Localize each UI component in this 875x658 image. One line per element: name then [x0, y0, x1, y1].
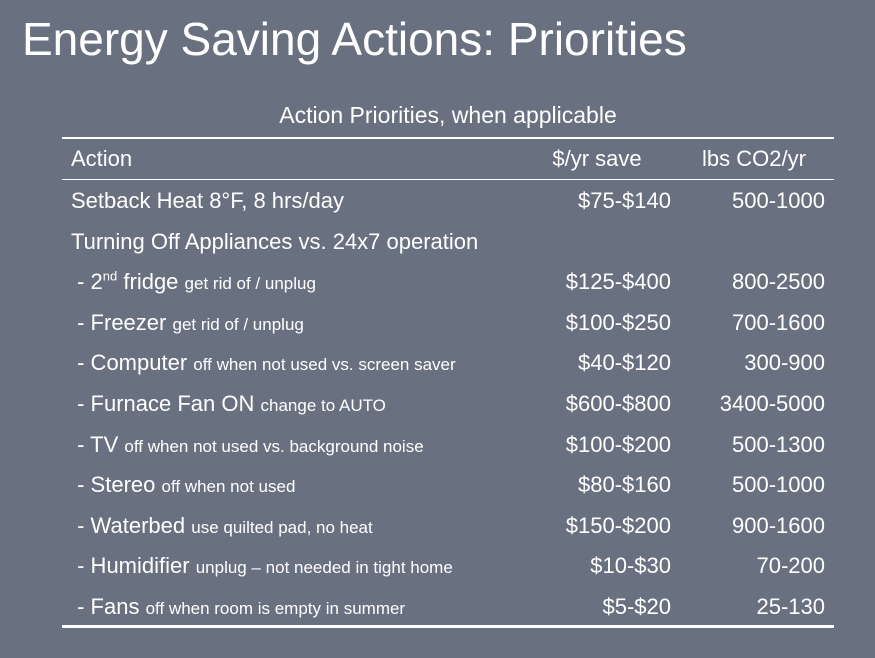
cell-co2: 25-130	[756, 594, 825, 619]
table-row: - Humidifier unplug – not needed in tigh…	[62, 546, 834, 586]
action-note: use quilted pad, no heat	[191, 517, 373, 537]
table-row: - 2nd fridge get rid of / unplug $125-$40…	[62, 262, 834, 302]
action-label-superscript: nd	[102, 269, 118, 284]
cell-save: $10-$30	[590, 553, 671, 579]
action-label: Turning Off Appliances vs. 24x7 operatio…	[71, 228, 479, 254]
cell-action: Setback Heat 8°F, 8 hrs/day	[62, 188, 511, 214]
action-label: Setback Heat 8°F, 8 hrs/day	[71, 188, 344, 213]
cell-action: - 2nd fridge get rid of / unplug	[62, 269, 511, 295]
action-label: - Freezer	[71, 309, 167, 335]
action-label: - Computer	[71, 350, 188, 376]
slide-title: Energy Saving Actions: Priorities	[22, 13, 687, 65]
cell-action: - Waterbed use quilted pad, no heat	[62, 513, 511, 539]
action-label: - Fans	[71, 594, 140, 619]
action-note: change to AUTO	[260, 396, 386, 415]
header-action: Action	[71, 146, 133, 171]
table-row: - Furnace Fan ON change to AUTO $600-$800…	[62, 384, 834, 424]
table-row: - TV off when not used vs. background no…	[62, 425, 834, 465]
table-row: - Freezer get rid of / unplug $100-$250 70…	[62, 303, 834, 343]
action-label: - Furnace Fan ON	[71, 391, 255, 416]
table-row: Setback Heat 8°F, 8 hrs/day $75-$140 500-1…	[62, 181, 834, 221]
action-note: off when not used	[161, 477, 296, 497]
table-row: - Stereo off when not used $80-$160 500-10…	[62, 465, 834, 505]
cell-co2: 500-1300	[732, 431, 825, 457]
cell-save: $150-$200	[565, 512, 671, 538]
header-co2: lbs CO2/yr	[702, 146, 806, 171]
cell-action: - Fans off when room is empty in summer	[62, 594, 511, 620]
table-caption: Action Priorities, when applicable	[279, 102, 617, 128]
action-label: - Stereo	[71, 472, 156, 498]
cell-save: $100-$200	[565, 431, 671, 457]
cell-action: - Computer off when not used vs. screen …	[62, 350, 511, 376]
table-row: - Computer off when not used vs. screen …	[62, 343, 834, 383]
cell-save: $80-$160	[578, 472, 671, 498]
cell-co2: 300-900	[744, 350, 825, 376]
cell-save: $600-$800	[565, 391, 671, 416]
action-note: off when not used vs. background noise	[124, 436, 424, 456]
cell-action: - Humidifier unplug – not needed in tigh…	[62, 553, 511, 579]
cell-co2: 500-1000	[732, 188, 825, 213]
action-note: unplug – not needed in tight home	[195, 558, 453, 578]
cell-co2: 800-2500	[732, 269, 825, 295]
cell-co2: 3400-5000	[719, 391, 825, 416]
table-row: Turning Off Appliances vs. 24x7 operatio…	[62, 222, 834, 262]
cell-action: - Freezer get rid of / unplug	[62, 310, 511, 336]
table-header-row: Action $/yr save lbs CO2/yr	[62, 139, 834, 179]
action-note: off when not used vs. screen saver	[193, 355, 456, 375]
table-row: - Fans off when room is empty in summer $…	[62, 587, 834, 627]
cell-co2: 700-1600	[732, 309, 825, 335]
table-header-rule	[62, 179, 834, 180]
cell-save: $40-$120	[578, 350, 671, 376]
cell-action: Turning Off Appliances vs. 24x7 operatio…	[62, 229, 511, 255]
cell-save: $75-$140	[578, 188, 671, 213]
action-label: - Humidifier	[71, 553, 190, 579]
cell-save: $5-$20	[602, 594, 671, 619]
header-save: $/yr save	[552, 146, 642, 171]
cell-action: - TV off when not used vs. background no…	[62, 432, 511, 458]
cell-action: - Stereo off when not used	[62, 472, 511, 498]
cell-co2: 900-1600	[732, 512, 825, 538]
table-top-rule	[62, 137, 834, 139]
action-label: - 2	[71, 269, 103, 295]
cell-co2: 70-200	[756, 553, 825, 579]
action-note: get rid of / unplug	[184, 274, 316, 294]
cell-save: $125-$400	[565, 269, 671, 295]
cell-co2: 500-1000	[732, 472, 825, 498]
action-label-rest: fridge	[117, 269, 179, 295]
table-row: - Waterbed use quilted pad, no heat $150-…	[62, 506, 834, 546]
action-note: off when room is empty in summer	[145, 599, 406, 618]
action-label: - Waterbed	[71, 512, 186, 538]
action-note: get rid of / unplug	[172, 314, 304, 334]
action-label: - TV	[71, 431, 119, 457]
cell-save: $100-$250	[565, 309, 671, 335]
cell-action: - Furnace Fan ON change to AUTO	[62, 391, 511, 417]
table-bottom-rule	[62, 625, 834, 628]
